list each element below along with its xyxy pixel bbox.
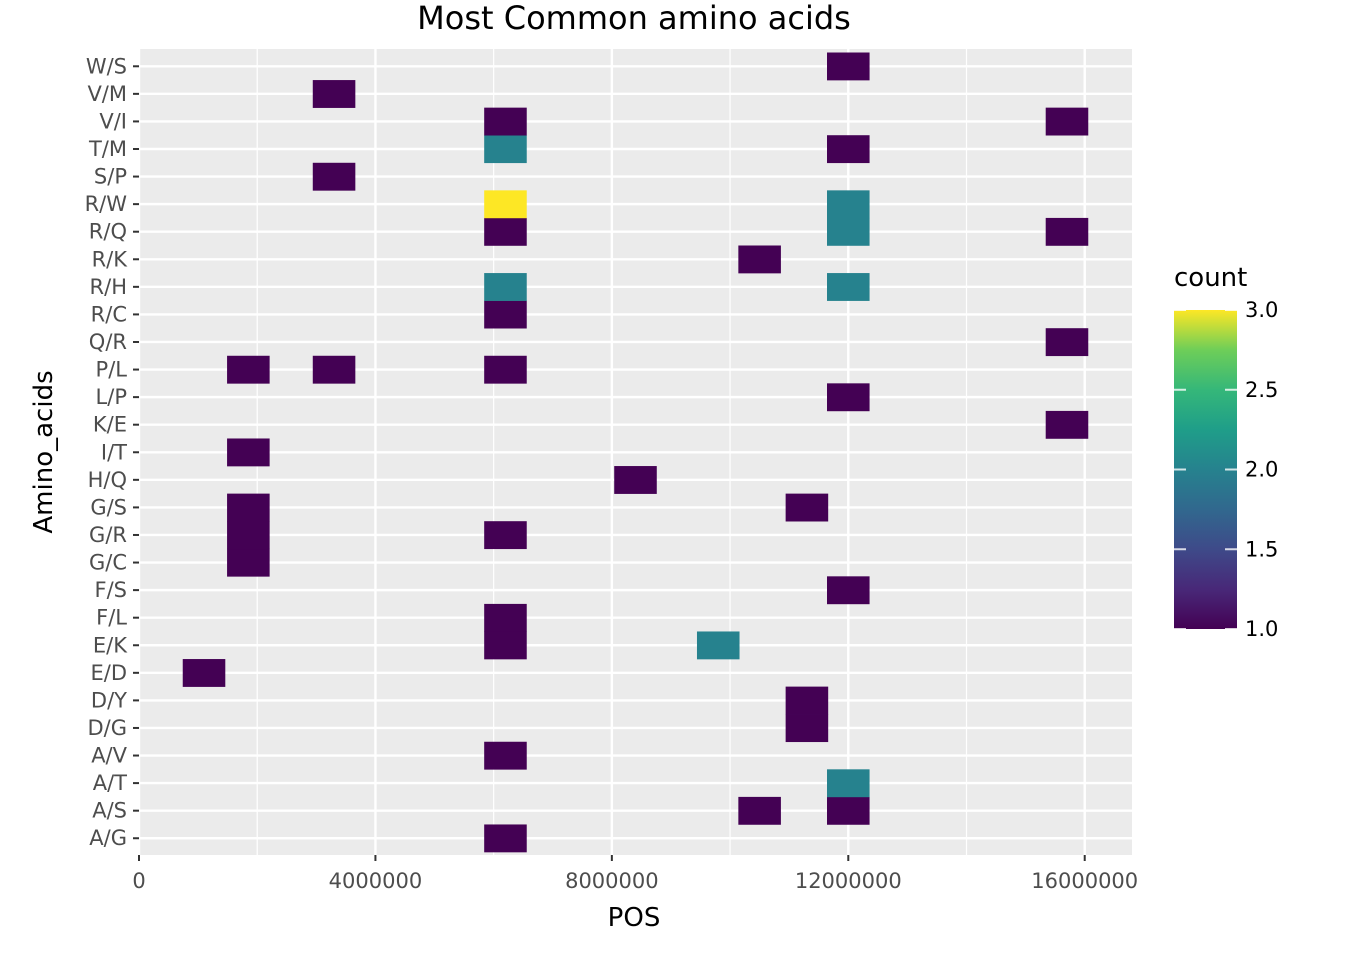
y-tick-label: R/Q [89,220,127,244]
chart-title: Most Common amino acids [417,0,851,37]
heatmap-tile [827,576,870,605]
y-axis-title: Amino_acids [29,370,59,533]
y-tick-label: E/K [93,633,128,657]
heatmap-tile [484,741,527,770]
heatmap-tile [484,603,527,632]
x-tick-label: 4000000 [329,869,423,893]
y-tick-label: G/S [90,495,127,519]
heatmap-tile [227,493,270,522]
y-tick-label: F/S [95,578,127,602]
grid-major [137,49,1132,855]
legend-tick-label: 1.0 [1245,617,1278,641]
x-tick-label: 16000000 [1031,869,1138,893]
y-tick-label: P/L [96,358,128,382]
heatmap-tile [827,273,870,301]
y-tick-label: L/P [96,385,127,409]
y-tick-label: V/M [87,82,127,106]
y-tick-label: V/I [99,109,127,133]
heatmap-tile [827,190,870,219]
y-tick-label: H/Q [88,468,127,492]
x-tick-label: 12000000 [795,869,902,893]
y-tick-label: Q/R [89,330,127,354]
heatmap-tile [827,796,870,825]
heatmap-tile [227,438,270,467]
heatmap-tile [1045,217,1089,246]
heatmap-tile [827,217,870,246]
y-tick-label: G/C [89,551,127,575]
heatmap-tile [738,796,781,825]
y-tick-label: D/G [87,716,127,740]
heatmap-tile [738,245,781,274]
y-tick-label: A/G [89,826,127,850]
y-tick-label: E/D [90,661,127,685]
heatmap-tile [312,80,356,108]
heatmap-tile [785,714,829,743]
heatmap-tile [484,135,527,164]
heatmap-tile [312,355,356,384]
heatmap-tile [1045,410,1089,439]
colorbar-legend: count 1.0 1.5 2.0 2.5 3.0 [1174,263,1278,641]
heatmap-tile [312,162,356,191]
heatmap-tile [1045,328,1089,357]
heatmap-tile [827,135,870,164]
y-tick-label: S/P [94,165,127,189]
legend-title: count [1174,263,1247,293]
heatmap-tile [827,383,870,412]
legend-tick-label: 2.5 [1245,378,1278,402]
y-tick-label: A/V [91,744,127,768]
x-tick-label: 8000000 [565,869,659,893]
legend-tick-label: 3.0 [1245,298,1278,322]
y-tick-label: R/K [92,247,129,271]
heatmap-tile [696,631,740,660]
heatmap-tile [484,521,527,550]
y-tick-label: K/E [93,413,127,437]
heatmap-tile [785,493,829,522]
y-tick-label: I/T [101,440,127,464]
y-tick-label: A/T [93,771,127,795]
heatmap-tile [614,466,657,494]
heatmap-tile [227,521,270,550]
legend-tick-label: 1.5 [1245,537,1278,561]
heatmap-tile [827,52,870,81]
heatmap-tile [484,824,527,853]
y-axis: A/G A/S A/T A/V D/G D/Y E/D E/K F/L F/S G/C G/R G/S H… [85,54,139,850]
y-tick-label: R/H [90,275,127,299]
y-tick-label: F/L [96,606,127,630]
heatmap-tile [484,300,527,329]
heatmap-tile [785,686,829,715]
heatmap-tile [227,548,270,577]
y-tick-label: T/M [88,137,127,161]
heatmap-tiles [182,52,1089,853]
legend-ticks: 1.0 1.5 2.0 2.5 3.0 [1174,298,1278,641]
heatmap-tile [182,659,226,687]
heatmap-tile [484,190,527,219]
heatmap-tile [484,631,527,660]
y-tick-label: W/S [86,54,127,78]
y-tick-label: G/R [89,523,127,547]
x-axis-title: POS [608,903,661,933]
heatmap-tile [484,355,527,384]
heatmap-tile [1045,107,1089,136]
y-tick-label: D/Y [91,688,127,712]
y-tick-label: A/S [92,799,127,823]
heatmap-tile [227,355,270,384]
y-tick-label: R/C [91,302,127,326]
y-tick-label: R/W [85,192,128,216]
heatmap-tile [484,217,527,246]
x-tick-label: 0 [132,869,145,893]
heatmap-tile [484,107,527,136]
legend-tick-label: 2.0 [1245,458,1278,482]
heatmap-tile [484,273,527,301]
heatmap-tile [827,769,870,798]
x-axis: 0 4000000 8000000 12000000 16000000 [132,855,1138,893]
